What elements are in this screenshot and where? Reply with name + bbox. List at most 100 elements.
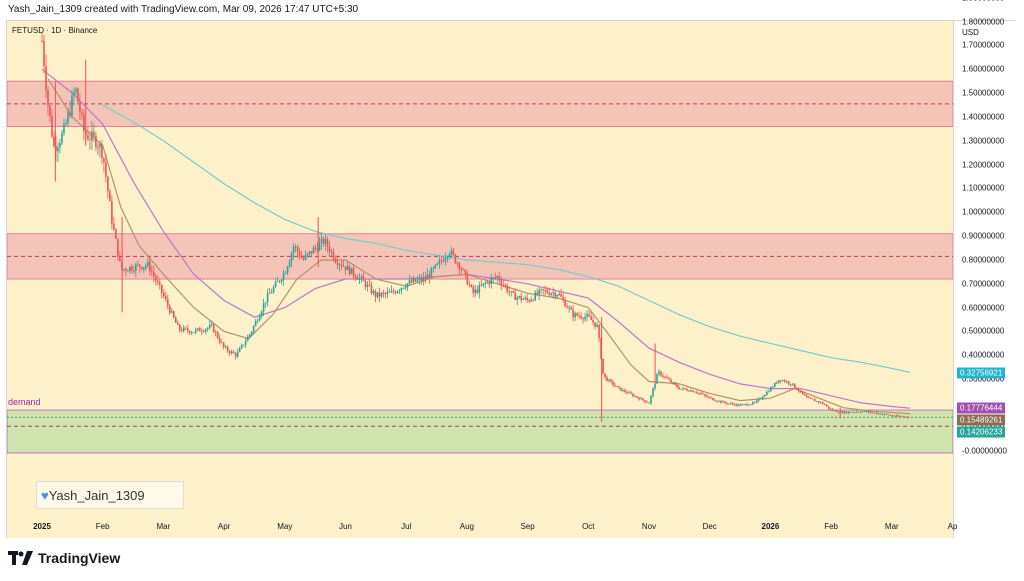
candle-body bbox=[600, 338, 602, 359]
ma-slow-line bbox=[102, 104, 911, 373]
candle-body bbox=[164, 296, 167, 300]
candle-body bbox=[398, 290, 401, 292]
candle-body bbox=[330, 251, 333, 253]
candle-body bbox=[662, 375, 664, 377]
candle-body bbox=[881, 414, 884, 416]
candle-body bbox=[81, 112, 83, 115]
candle-body bbox=[578, 315, 580, 317]
tradingview-logo[interactable]: TradingView bbox=[8, 550, 120, 566]
candle-body bbox=[240, 344, 243, 349]
candle-body bbox=[554, 292, 556, 297]
candle-body bbox=[208, 325, 211, 328]
candle-body bbox=[807, 397, 810, 399]
candle-body bbox=[117, 238, 119, 257]
x-tick-label: Jul bbox=[401, 522, 412, 531]
x-tick-label: Feb bbox=[95, 522, 110, 531]
candle-body bbox=[632, 393, 634, 397]
candle-body bbox=[63, 124, 65, 134]
y-tick-label: 1.30000000 bbox=[962, 136, 1005, 146]
candle-body bbox=[220, 342, 223, 343]
x-tick-label: Jun bbox=[339, 522, 352, 531]
candle-body bbox=[206, 327, 209, 330]
candle-body bbox=[474, 289, 477, 294]
candle-body bbox=[542, 288, 544, 290]
candle-body bbox=[562, 296, 564, 300]
candle-body bbox=[186, 328, 189, 331]
candle-body bbox=[93, 131, 95, 136]
candle-body bbox=[308, 251, 311, 254]
candle-body bbox=[514, 292, 517, 300]
candle-body bbox=[354, 275, 357, 278]
candle-body bbox=[596, 324, 598, 327]
candle-body bbox=[45, 66, 47, 91]
candle-body bbox=[700, 393, 702, 394]
candle-body bbox=[823, 403, 826, 406]
x-tick-label: May bbox=[277, 522, 293, 531]
candle-body bbox=[174, 317, 177, 323]
candle-body bbox=[680, 388, 682, 390]
candle-body bbox=[825, 405, 828, 407]
candle-body bbox=[478, 285, 481, 293]
candle-body bbox=[328, 246, 331, 253]
candle-body bbox=[580, 316, 582, 319]
candle-body bbox=[548, 292, 550, 295]
y-tick-label: 0.60000000 bbox=[962, 303, 1005, 313]
candle-body bbox=[228, 350, 231, 354]
candle-body bbox=[760, 398, 762, 400]
candle-body bbox=[642, 398, 644, 401]
candle-body bbox=[720, 400, 722, 403]
candle-body bbox=[724, 401, 726, 403]
candle-body bbox=[658, 371, 660, 375]
candle-body bbox=[490, 278, 493, 285]
candle-body bbox=[692, 390, 694, 392]
candle-body bbox=[454, 254, 457, 263]
chart-credit: Yash_Jain_1309 created with TradingView.… bbox=[8, 4, 359, 15]
candle-body bbox=[41, 40, 43, 42]
candle-body bbox=[168, 305, 171, 313]
candle-body bbox=[151, 271, 153, 273]
candle-body bbox=[598, 324, 600, 339]
candle-body bbox=[426, 274, 429, 279]
candle-body bbox=[797, 389, 800, 392]
candle-body bbox=[608, 379, 610, 381]
candle-body bbox=[849, 411, 852, 413]
y-tick-label: 1.60000000 bbox=[962, 64, 1005, 74]
candle-body bbox=[87, 135, 89, 140]
candle-body bbox=[833, 410, 836, 412]
candle-body bbox=[272, 287, 275, 293]
candle-body bbox=[340, 264, 343, 267]
candle-body bbox=[438, 260, 441, 264]
candle-body bbox=[450, 250, 453, 255]
candle-body bbox=[752, 402, 754, 405]
candle-body bbox=[364, 280, 367, 288]
candle-body bbox=[196, 328, 199, 330]
candle-body bbox=[274, 281, 277, 288]
candle-body bbox=[348, 265, 351, 275]
candle-body bbox=[218, 337, 221, 343]
candle-body bbox=[143, 267, 145, 270]
candle-body bbox=[314, 247, 317, 249]
candle-body bbox=[254, 321, 257, 327]
candle-body bbox=[893, 415, 896, 417]
candle-body bbox=[696, 392, 698, 393]
candle-body bbox=[754, 402, 756, 404]
candle-body bbox=[105, 162, 107, 177]
price-chart[interactable] bbox=[7, 21, 953, 538]
currency-label: USD bbox=[962, 28, 979, 37]
candle-body bbox=[390, 291, 393, 293]
candle-body bbox=[131, 266, 133, 271]
candle-body bbox=[716, 400, 718, 402]
candle-body bbox=[728, 403, 730, 405]
y-tick-label: 0.80000000 bbox=[962, 255, 1005, 265]
candle-body bbox=[362, 276, 365, 281]
y-tick-label: -0.00000000 bbox=[962, 446, 1007, 456]
candle-body bbox=[766, 391, 768, 395]
candle-body bbox=[903, 416, 906, 418]
candle-body bbox=[879, 413, 882, 415]
price-axis[interactable] bbox=[953, 21, 1016, 538]
candle-body bbox=[901, 416, 904, 418]
candle-body bbox=[278, 280, 281, 282]
plot-area[interactable] bbox=[7, 21, 953, 538]
candle-body bbox=[853, 412, 856, 413]
candle-body bbox=[863, 411, 866, 412]
